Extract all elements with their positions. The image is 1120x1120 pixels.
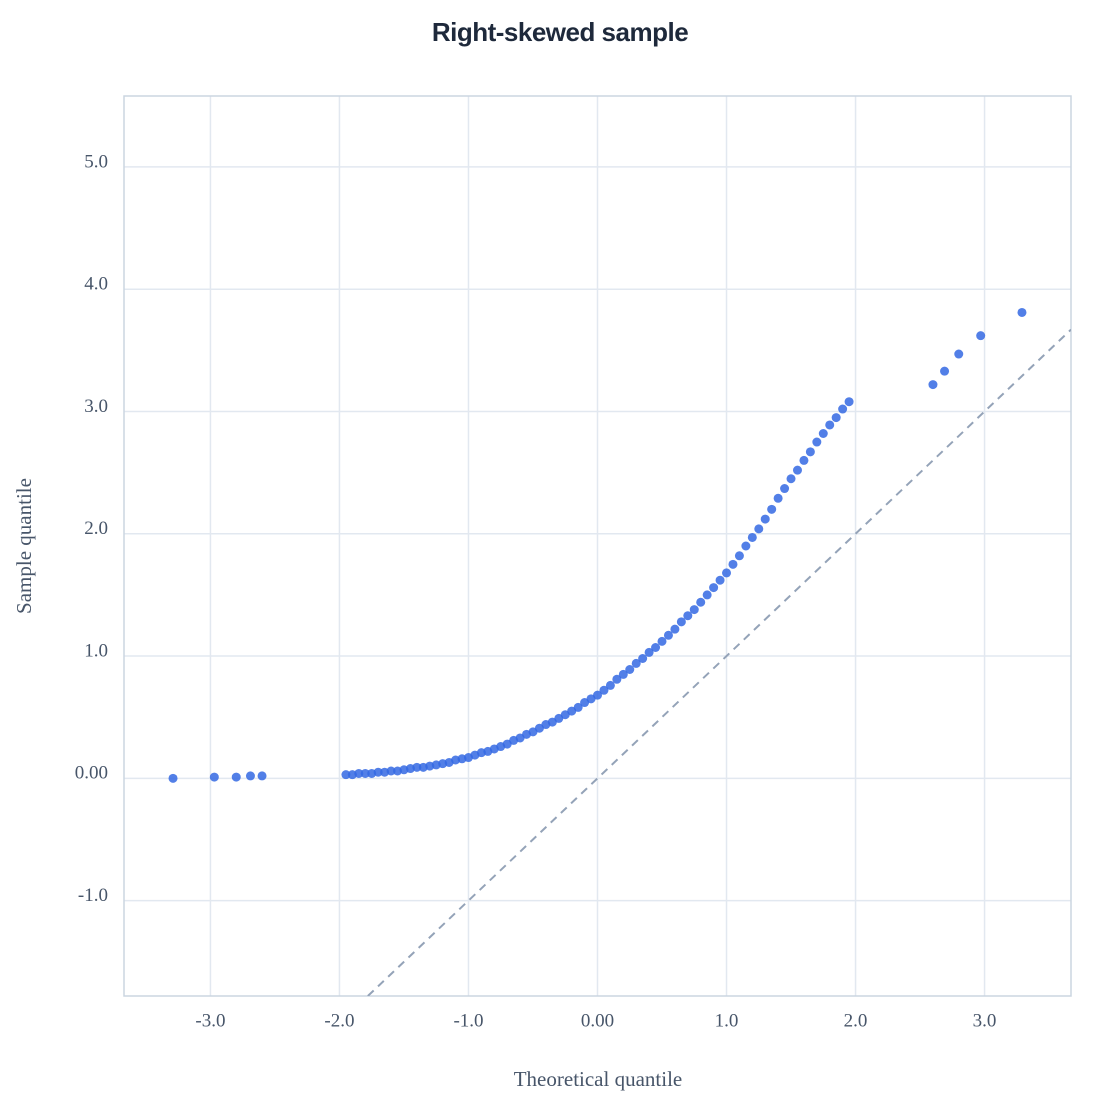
y-tick-label: 0.00 [75,763,108,784]
point [663,630,673,640]
point [792,465,802,475]
point [767,504,777,514]
point [168,773,178,783]
point [786,474,796,484]
x-tick-label: -2.0 [324,1010,354,1031]
chart-title: Right-skewed sample [432,17,688,47]
y-tick-label: 3.0 [84,396,108,417]
point [245,771,255,781]
reference-line [367,328,1071,996]
x-tick-label: 0.00 [581,1010,614,1031]
y-tick-label: 4.0 [84,274,108,295]
point [373,767,383,777]
point [593,690,602,700]
point [696,597,706,607]
point [209,772,219,782]
point [612,674,622,684]
point [734,551,744,561]
x-tick-label: -1.0 [453,1010,483,1031]
point [838,404,848,414]
point [638,654,648,663]
point [844,397,854,407]
point [625,665,635,675]
point [722,568,732,578]
point [818,429,828,438]
point [683,611,693,621]
point [780,484,790,494]
x-tick-label: 3.0 [973,1010,997,1031]
point [651,642,661,652]
point [605,680,615,690]
point [747,532,757,542]
plot-border [123,95,1072,997]
point [754,524,764,534]
point [954,349,964,359]
y-tick-label: 2.0 [84,518,108,539]
point [812,437,822,447]
x-axis-label: Theoretical quantile [514,1067,683,1091]
point [831,413,841,423]
point [360,768,370,778]
point [1017,307,1027,317]
point [412,762,422,772]
point [573,702,583,712]
point [805,447,815,457]
point [354,768,364,778]
x-tick-label: -3.0 [195,1010,225,1031]
point [599,685,609,695]
point [386,766,396,776]
x-tick-label: 2.0 [844,1010,868,1031]
point [799,455,809,465]
point [928,380,938,390]
point [631,658,641,668]
point [618,669,628,679]
point [676,617,686,627]
point [940,366,950,376]
y-tick-label: 1.0 [84,640,108,661]
point [702,590,712,600]
x-tick-label: 1.0 [715,1010,739,1031]
point [657,636,667,646]
point [741,541,751,551]
point [728,559,738,569]
point [257,771,267,781]
point [760,514,770,524]
point [715,575,725,585]
point [976,331,986,341]
point [670,624,680,634]
y-tick-label: 5.0 [84,151,108,172]
point [341,770,351,780]
point [689,605,699,615]
point [773,493,783,503]
point [231,772,241,782]
y-tick-label: -1.0 [78,885,108,906]
y-axis-label: Sample quantile [12,478,36,614]
point [644,647,654,657]
point [709,583,719,593]
point [825,420,835,430]
